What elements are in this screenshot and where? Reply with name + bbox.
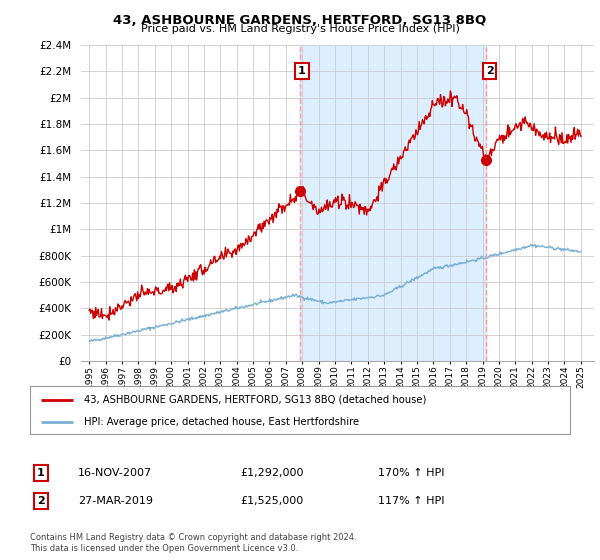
Text: £1,525,000: £1,525,000	[240, 496, 303, 506]
Text: 16-NOV-2007: 16-NOV-2007	[78, 468, 152, 478]
Text: 1: 1	[37, 468, 44, 478]
Text: HPI: Average price, detached house, East Hertfordshire: HPI: Average price, detached house, East…	[84, 417, 359, 427]
Text: £1,292,000: £1,292,000	[240, 468, 304, 478]
Text: Contains HM Land Registry data © Crown copyright and database right 2024.
This d: Contains HM Land Registry data © Crown c…	[30, 533, 356, 553]
Text: 1: 1	[298, 66, 306, 76]
Text: Price paid vs. HM Land Registry's House Price Index (HPI): Price paid vs. HM Land Registry's House …	[140, 24, 460, 34]
Text: 27-MAR-2019: 27-MAR-2019	[78, 496, 153, 506]
Text: 2: 2	[37, 496, 44, 506]
Text: 2: 2	[486, 66, 493, 76]
Text: 43, ASHBOURNE GARDENS, HERTFORD, SG13 8BQ: 43, ASHBOURNE GARDENS, HERTFORD, SG13 8B…	[113, 14, 487, 27]
Text: 170% ↑ HPI: 170% ↑ HPI	[378, 468, 445, 478]
Bar	[300, 45, 487, 361]
Text: 43, ASHBOURNE GARDENS, HERTFORD, SG13 8BQ (detached house): 43, ASHBOURNE GARDENS, HERTFORD, SG13 8B…	[84, 395, 427, 405]
Text: 117% ↑ HPI: 117% ↑ HPI	[378, 496, 445, 506]
